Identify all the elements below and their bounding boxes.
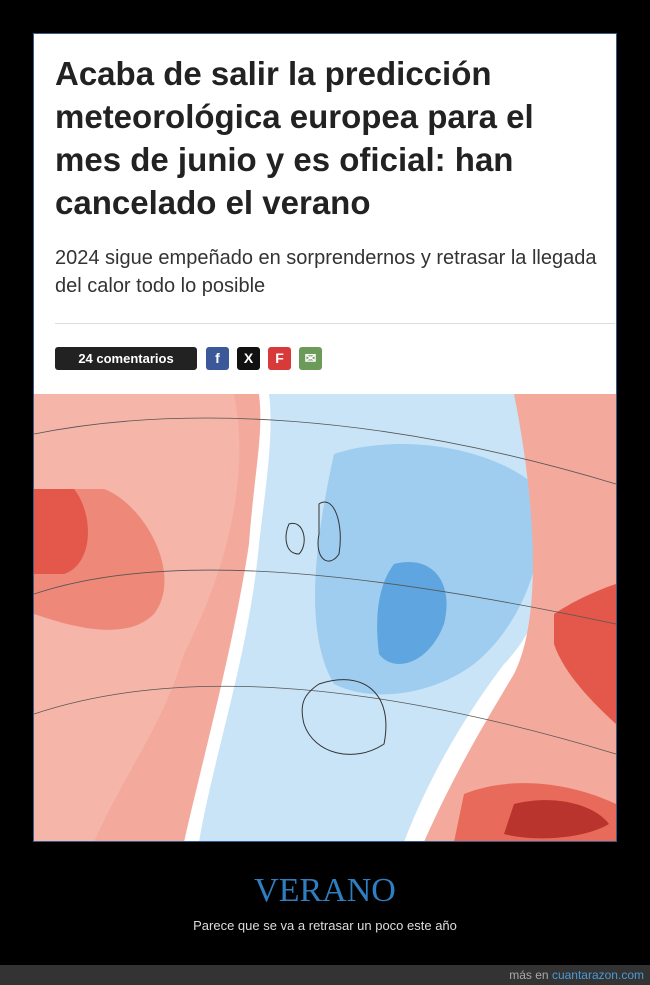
article-title: Acaba de salir la predicción meteorológi… <box>55 55 534 221</box>
footer-link[interactable]: cuantarazon.com <box>551 968 644 982</box>
map-region <box>377 562 447 664</box>
article-subtitle: 2024 sigue empeñado en sorprendernos y r… <box>55 247 597 297</box>
divider <box>55 323 615 324</box>
map-region <box>424 394 616 841</box>
map-region <box>504 800 609 839</box>
x-share[interactable]: X <box>237 347 260 370</box>
caption-text: Parece que se va a retrasar un poco este… <box>193 918 457 933</box>
footer-text: más en cuantarazon.com <box>509 968 644 982</box>
facebook-share[interactable]: f <box>206 347 229 370</box>
forecast-map <box>34 394 616 841</box>
comments-button[interactable]: 24 comentarios <box>55 347 197 370</box>
email-share[interactable]: ✉ <box>299 347 322 370</box>
map-region <box>554 584 616 724</box>
flipboard-share[interactable]: F <box>268 347 291 370</box>
map-region <box>34 489 88 574</box>
map-coastline <box>285 501 387 755</box>
map-gridline <box>34 417 616 755</box>
article-card: Acaba de salir la predicción meteorológi… <box>33 33 617 842</box>
footer-bar: más en cuantarazon.com <box>0 965 650 985</box>
footer-prefix: más en <box>509 968 549 982</box>
caption-title: VERANO <box>254 872 396 909</box>
